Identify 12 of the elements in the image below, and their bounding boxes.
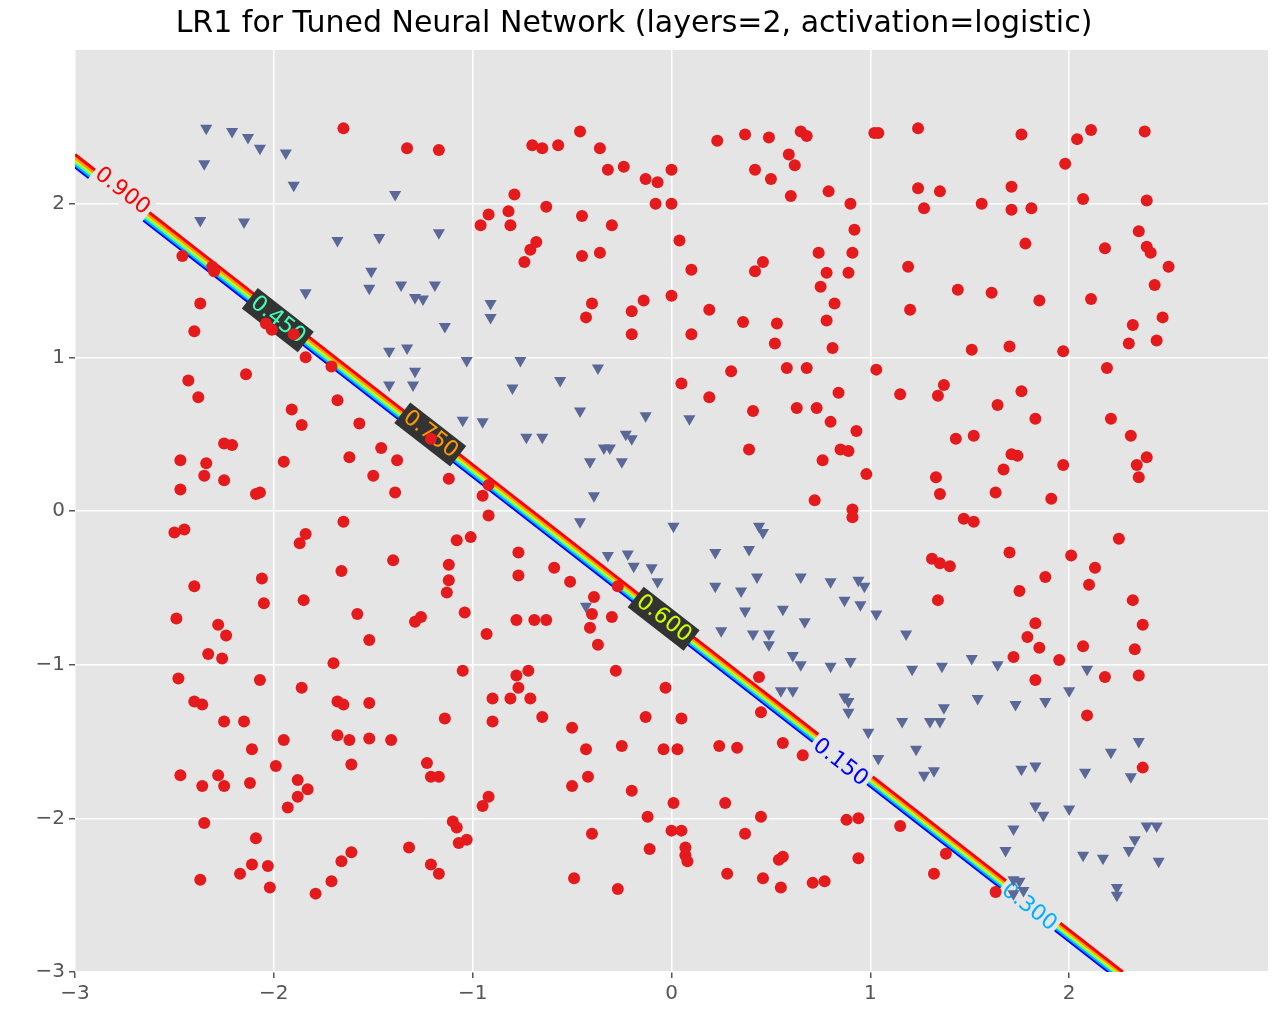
x-tick-label: 1 — [863, 980, 877, 1005]
x-tick-label: 2 — [1062, 980, 1076, 1005]
y-tick-label: −2 — [35, 804, 65, 829]
y-tick-label: −3 — [35, 958, 65, 983]
y-tick-label: −1 — [35, 650, 65, 675]
chart-title: LR1 for Tuned Neural Network (layers=2, activation=logistic) — [175, 3, 1093, 39]
y-tick-label: 1 — [52, 343, 65, 368]
x-tick-label: −2 — [259, 980, 289, 1005]
y-tick-label: 2 — [52, 189, 65, 214]
x-tick-label: 0 — [665, 980, 678, 1005]
y-tick-label: 0 — [52, 497, 65, 522]
x-tick-label: −1 — [457, 980, 488, 1005]
